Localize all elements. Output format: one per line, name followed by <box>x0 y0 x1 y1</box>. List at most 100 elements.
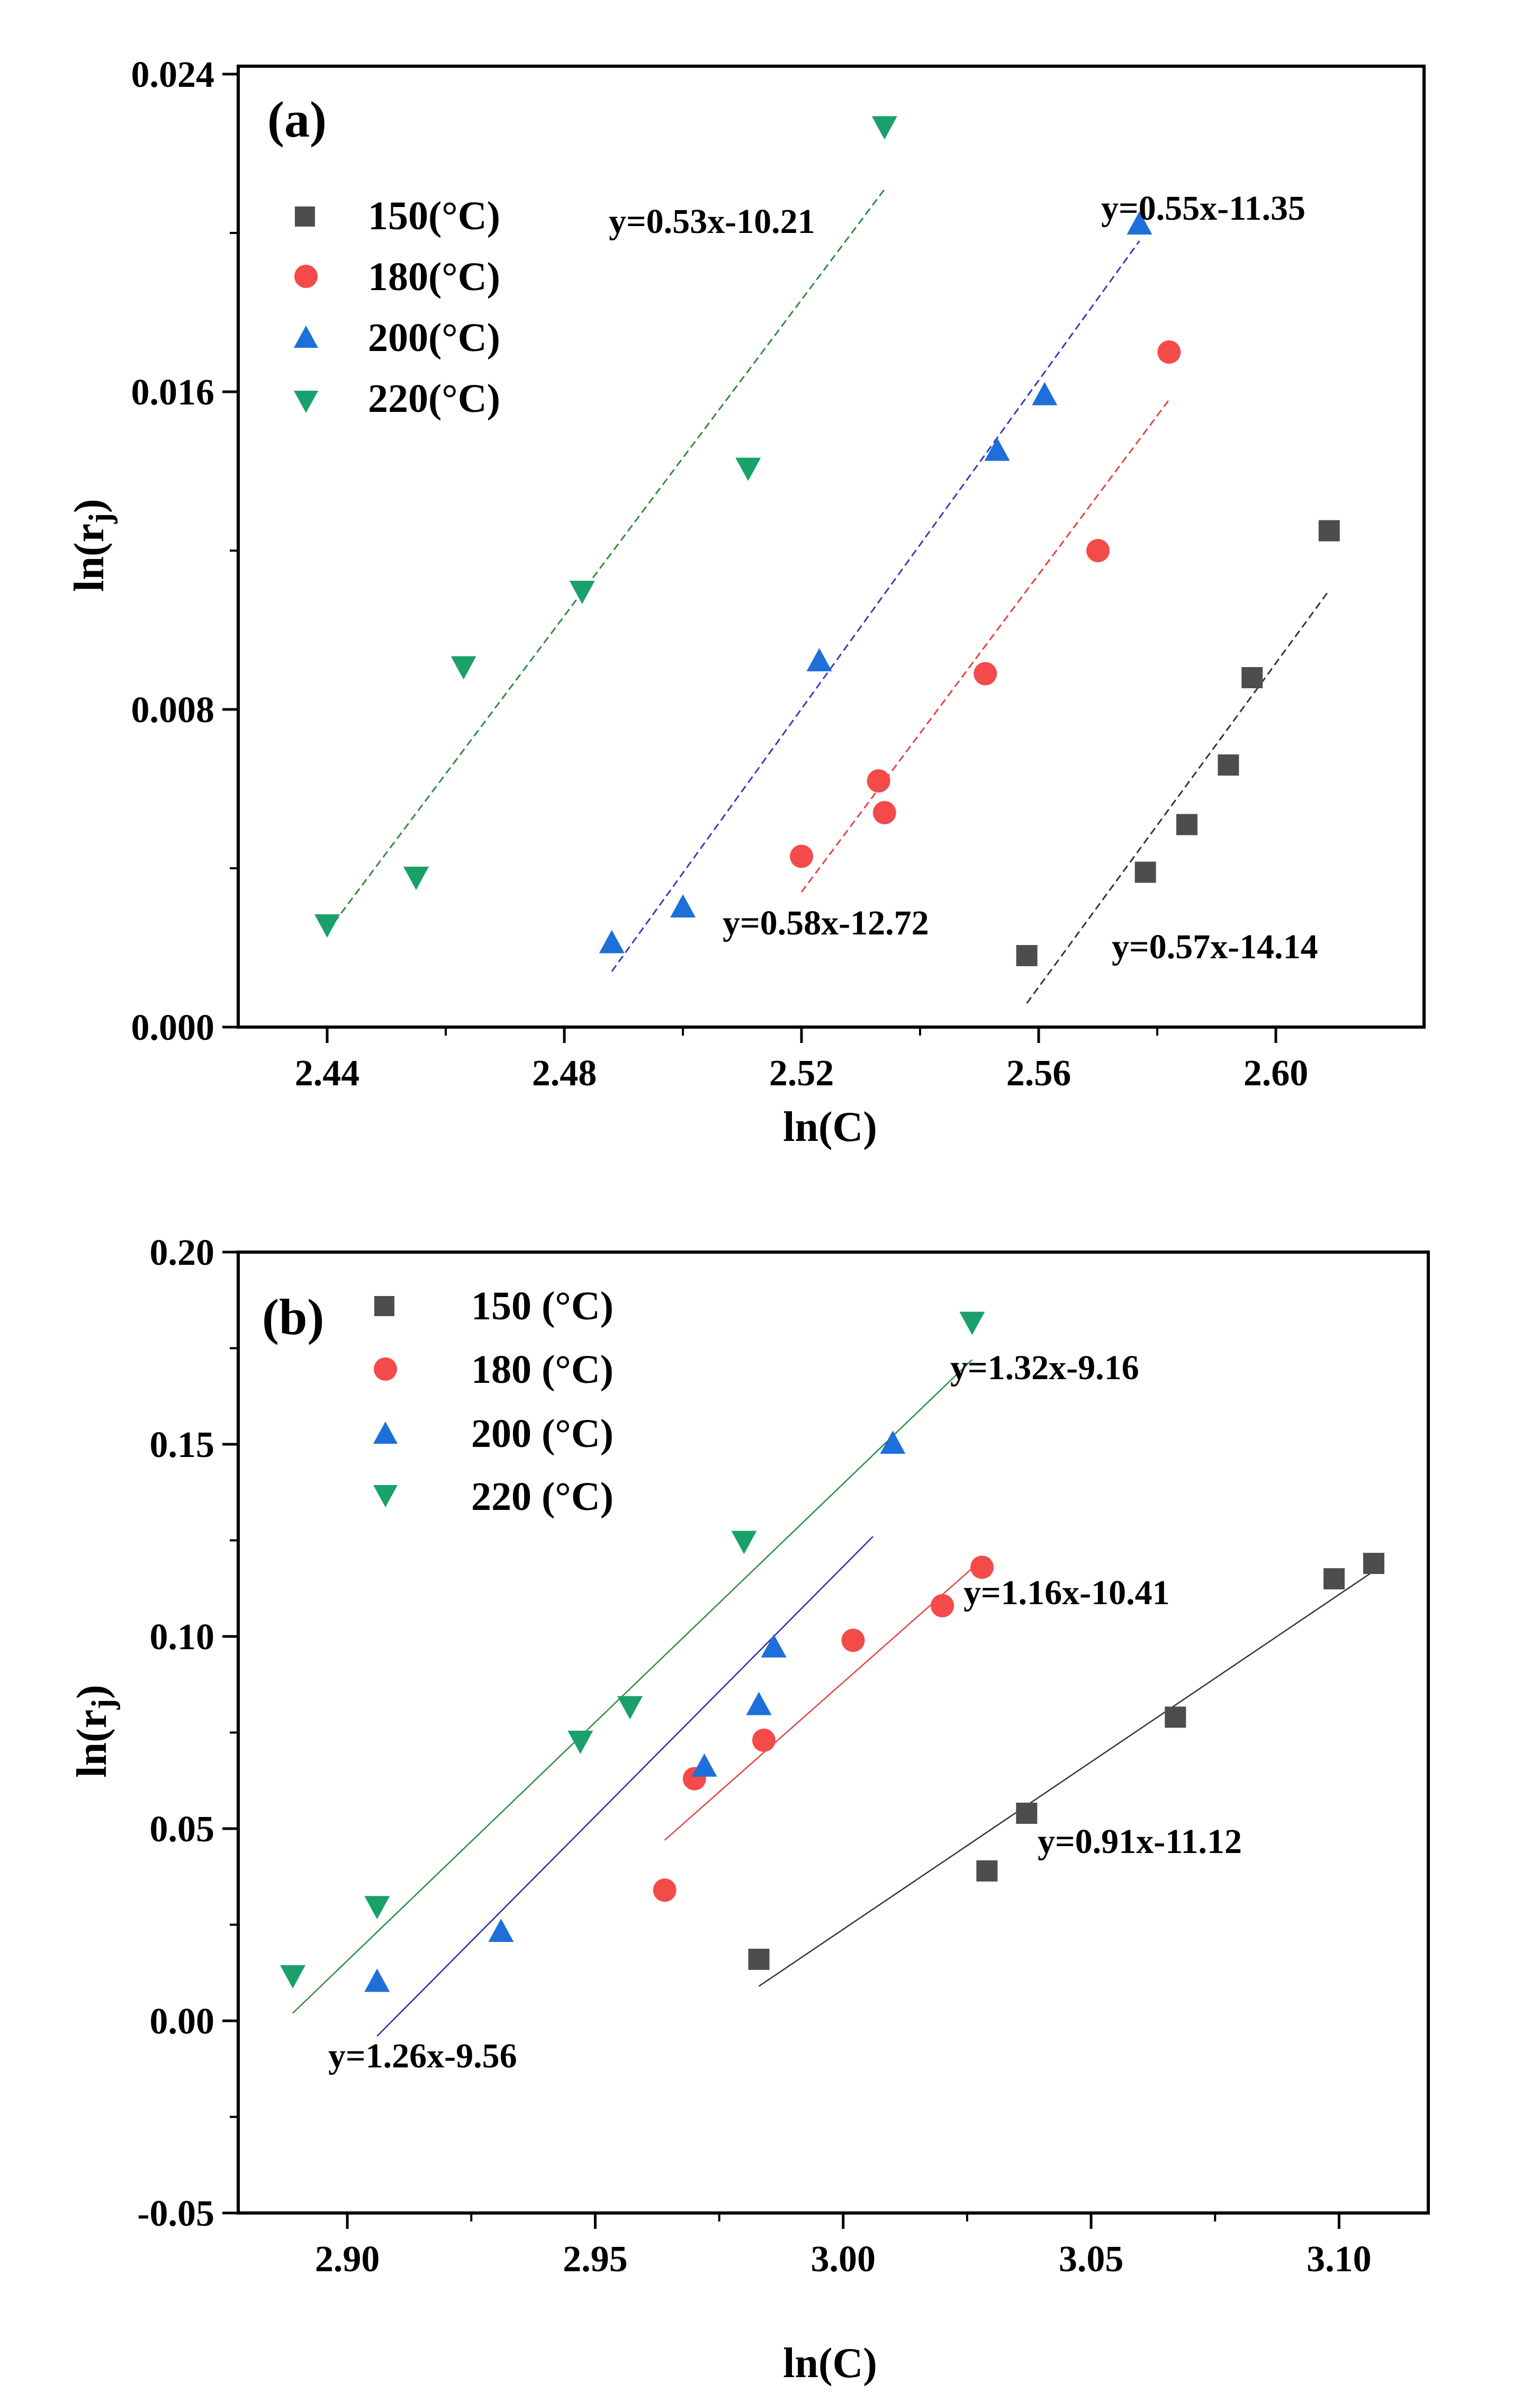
panel-b-legend-label-180: 180 (°C) <box>471 1347 614 1392</box>
panel-b-fit-line-200 <box>376 1536 873 2037</box>
panel-a-legend: 150(°C) 180(°C) 200(°C) 220(°C) <box>294 194 500 421</box>
panel-b-x-tick-label: 3.05 <box>1059 2239 1124 2280</box>
panel-b-point-180 <box>653 1878 677 1902</box>
panel-a-fit-line-150 <box>1026 590 1330 1004</box>
panel-a-fit-line-220 <box>326 188 885 932</box>
panel-b-point-180 <box>931 1594 954 1617</box>
panel-b-x-tick-label: 2.95 <box>563 2239 628 2280</box>
panel-a-point-220 <box>403 867 429 890</box>
panel-b-x-ticks: 2.90 2.95 3.00 3.05 3.10 <box>315 2213 1372 2280</box>
panel-b-fit-label-200: y=1.26x-9.56 <box>328 2037 517 2075</box>
panel-b-point-220 <box>568 1731 593 1755</box>
panel-a-point-180 <box>790 844 813 868</box>
panel-a-point-150 <box>1218 754 1239 776</box>
panel-a-point-200 <box>984 437 1010 461</box>
panel-b-legend-marker-220 <box>373 1485 398 1507</box>
panel-a-legend-marker-220 <box>294 391 318 413</box>
panel-b-legend-marker-200 <box>373 1422 398 1444</box>
panel-a-legend-label-220: 220(°C) <box>368 376 500 421</box>
panel-b-label: (b) <box>262 1289 324 1345</box>
panel-a-x-tick-label: 2.52 <box>769 1053 834 1094</box>
panel-a-point-200 <box>1032 382 1058 406</box>
panel-a-x-axis-title: ln(C) <box>783 1104 877 1150</box>
panel-b-fit-label-180: y=1.16x-10.41 <box>963 1573 1170 1612</box>
panel-a-legend-label-150: 150(°C) <box>368 194 500 238</box>
panel-b-point-150 <box>976 1860 998 1882</box>
panel-a-point-220 <box>871 116 897 140</box>
panel-a-x-tick-label: 2.44 <box>295 1053 360 1094</box>
panel-a-point-150 <box>1134 861 1156 883</box>
panel-a-legend-label-200: 200(°C) <box>368 316 500 360</box>
panel-b-y-tick-label: 0.15 <box>150 1425 215 1465</box>
panel-b-x-tick-label: 3.10 <box>1307 2239 1372 2280</box>
panel-b-legend-label-220: 220 (°C) <box>471 1474 614 1519</box>
panel-b-y-tick-label: 0.20 <box>150 1233 215 1273</box>
panel-b-x-tick-label: 3.00 <box>810 2239 876 2280</box>
panel-a-plot-frame <box>237 65 1426 1029</box>
panel-a-fit-label-220: y=0.53x-10.21 <box>609 202 815 241</box>
panel-a-point-220 <box>569 581 595 604</box>
panel-b-point-220 <box>731 1531 757 1554</box>
panel-a-fit-label-180: y=0.58x-12.72 <box>723 904 929 942</box>
panel-b-point-200 <box>880 1431 906 1454</box>
panel-a-point-180 <box>867 769 890 793</box>
panel-b-point-150 <box>748 1948 770 1970</box>
panel-a-x-tick-label: 2.56 <box>1006 1053 1071 1094</box>
panel-a-point-180 <box>974 662 997 686</box>
panel-b-legend: 150 (°C) 180 (°C) 200 (°C) 220 (°C) <box>373 1284 614 1519</box>
panel-b-point-200 <box>691 1753 717 1777</box>
panel-b-fit-label-220: y=1.32x-9.16 <box>950 1348 1139 1387</box>
panel-b-fit-line-180 <box>664 1559 983 1841</box>
panel-a-point-220 <box>451 656 476 680</box>
panel-a-point-200 <box>806 648 832 671</box>
panel-b-point-180 <box>841 1629 865 1652</box>
panel-a-point-220 <box>735 457 761 481</box>
panel-b-x-axis-title: ln(C) <box>783 2340 877 2387</box>
panel-a-y-ticks: 0.000 0.008 0.016 0.024 <box>131 55 238 1048</box>
panel-b-y-ticks: -0.05 0.00 0.05 0.10 0.15 0.20 <box>137 1233 238 2234</box>
panel-b-point-220 <box>364 1896 390 1920</box>
panel-a-fit-line-200 <box>611 240 1140 972</box>
panel-a-point-150 <box>1241 667 1263 688</box>
panel-b-point-220 <box>959 1311 985 1335</box>
panel-a-legend-label-180: 180(°C) <box>368 255 500 299</box>
panel-b-y-axis-title: ln(rj) <box>69 1685 120 1778</box>
panel-b-y-tick-label: 0.00 <box>150 2001 215 2042</box>
panel-a-fit-label-150: y=0.57x-14.14 <box>1112 928 1318 966</box>
panel-a-x-ticks: 2.44 2.48 2.52 2.56 2.60 <box>295 1027 1309 1094</box>
panel-b-data-points <box>280 1311 1384 1992</box>
panel-b-point-150 <box>1323 1568 1345 1590</box>
panel-a-point-200 <box>670 894 696 917</box>
panel-b-point-200 <box>761 1634 787 1658</box>
panel-b-fit-label-150: y=0.91x-11.12 <box>1038 1822 1242 1861</box>
panel-b-point-150 <box>1165 1706 1186 1728</box>
panel-a-x-tick-label: 2.48 <box>532 1053 597 1094</box>
panel-a-point-180 <box>1157 340 1181 364</box>
panel-a-y-tick-label: 0.016 <box>131 372 215 413</box>
panel-b-point-200 <box>364 1968 390 1992</box>
panel-b-fit-lines <box>292 1359 1374 2037</box>
panel-b-legend-label-150: 150 (°C) <box>471 1284 614 1328</box>
panel-a-y-axis-title: ln(rj) <box>66 499 118 592</box>
panel-a-point-150 <box>1016 945 1038 966</box>
panel-b-y-tick-label: 0.05 <box>150 1809 215 1850</box>
panel-a-y-tick-label: 0.024 <box>131 55 215 95</box>
panel-b-point-180 <box>970 1555 994 1579</box>
panel-a: 2.44 2.48 2.52 2.56 2.60 0.000 0.008 0.016 0.02… <box>66 55 1426 1150</box>
panel-b-x-tick-label: 2.90 <box>315 2239 380 2280</box>
panel-a-fit-lines <box>326 188 1330 1004</box>
panel-b-point-180 <box>752 1729 776 1752</box>
panel-a-x-tick-label: 2.60 <box>1244 1053 1309 1094</box>
panel-a-fit-line-180 <box>800 399 1170 893</box>
panel-a-legend-marker-150 <box>295 206 315 227</box>
panel-a-data-points <box>314 116 1340 966</box>
panel-b-y-tick-label: -0.05 <box>137 2193 214 2234</box>
panel-a-y-tick-label: 0.000 <box>131 1007 215 1048</box>
panel-b-point-200 <box>488 1919 514 1942</box>
panel-a-legend-marker-200 <box>294 326 318 348</box>
panel-a-point-150 <box>1176 814 1197 835</box>
panel-a-fit-label-200: y=0.55x-11.35 <box>1101 189 1305 228</box>
panel-b-point-150 <box>1016 1802 1038 1824</box>
panel-a-point-150 <box>1318 520 1340 542</box>
